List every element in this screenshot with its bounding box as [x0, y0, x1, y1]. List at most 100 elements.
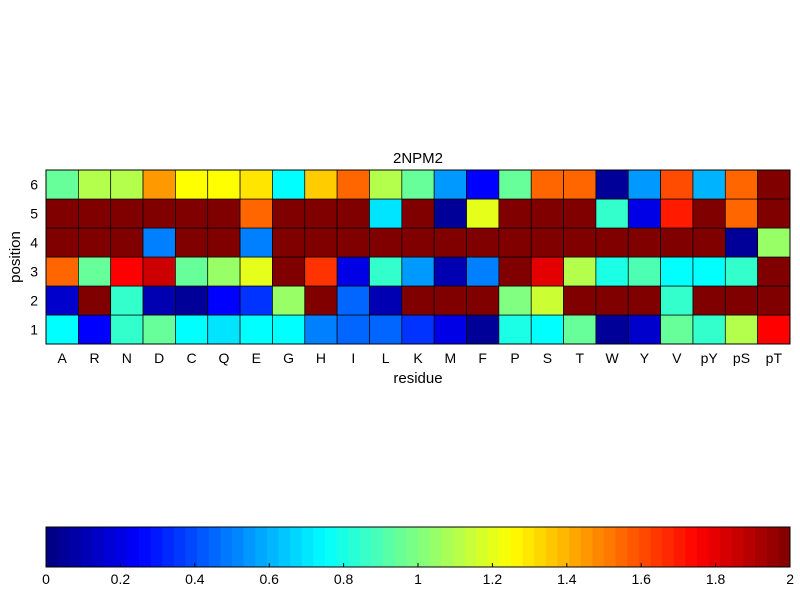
- heatmap-cell: [207, 169, 241, 200]
- heatmap-cell: [336, 314, 370, 345]
- colorbar-strip: [464, 527, 477, 567]
- heatmap-cell: [304, 227, 338, 258]
- heatmap-cell: [563, 227, 597, 258]
- heatmap-cell: [272, 169, 306, 200]
- heatmap-cell: [692, 285, 726, 316]
- heatmap-cell: [692, 227, 726, 258]
- colorbar-strip: [313, 527, 326, 567]
- heatmap-cell: [498, 285, 532, 316]
- colorbar-strip: [243, 527, 256, 567]
- colorbar-strip: [580, 527, 593, 567]
- heatmap-cell: [530, 314, 564, 345]
- colorbar-tick-label: 0.2: [111, 571, 131, 587]
- x-tick-label: pT: [766, 350, 783, 366]
- heatmap-cell: [175, 314, 209, 345]
- colorbar-strip: [127, 527, 140, 567]
- heatmap-cell: [595, 198, 629, 229]
- plot-frame: [45, 169, 791, 345]
- heatmap-cell: [724, 256, 758, 287]
- colorbar-strip: [441, 527, 454, 567]
- colorbar-strip: [197, 527, 210, 567]
- heatmap-cell: [692, 198, 726, 229]
- heatmap-cell: [369, 169, 403, 200]
- heatmap-cell: [272, 314, 306, 345]
- heatmap-cell: [433, 198, 467, 229]
- heatmap-cell: [595, 314, 629, 345]
- colorbar-strip: [743, 527, 756, 567]
- colorbar-strip: [662, 527, 675, 567]
- heatmap-cell: [530, 256, 564, 287]
- heatmap-cell: [692, 256, 726, 287]
- colorbar-strip: [348, 527, 361, 567]
- heatmap-cell: [595, 256, 629, 287]
- x-tick-label: E: [252, 350, 261, 366]
- heatmap-cell: [175, 198, 209, 229]
- heatmap-cell: [369, 227, 403, 258]
- heatmap-cell: [724, 198, 758, 229]
- colorbar-tick-label: 1.4: [557, 571, 577, 587]
- colorbar-strip: [534, 527, 547, 567]
- heatmap-cell: [498, 198, 532, 229]
- heatmap-cell: [563, 198, 597, 229]
- heatmap-cell: [304, 198, 338, 229]
- heatmap-cell: [757, 285, 791, 316]
- heatmap-cell: [401, 256, 435, 287]
- x-tick-label: Q: [218, 350, 229, 366]
- heatmap-cell: [239, 227, 273, 258]
- heatmap-cell: [757, 169, 791, 200]
- colorbar-strip: [487, 527, 500, 567]
- heatmap-cell: [45, 285, 79, 316]
- heatmap-cell: [563, 169, 597, 200]
- heatmap-cell: [724, 285, 758, 316]
- colorbar-strip: [104, 527, 117, 567]
- heatmap-cell: [110, 198, 144, 229]
- heatmap-cell: [142, 169, 176, 200]
- heatmap-cell: [45, 256, 79, 287]
- y-tick-label: 1: [30, 322, 38, 338]
- colorbar-strip: [359, 527, 372, 567]
- x-tick-label: L: [382, 350, 390, 366]
- heatmap-cell: [757, 314, 791, 345]
- y-tick-label: 3: [30, 264, 38, 280]
- colorbar-strip: [301, 527, 314, 567]
- heatmap-cell: [175, 169, 209, 200]
- heatmap-cell: [724, 169, 758, 200]
- heatmap-cell: [77, 285, 112, 316]
- heatmap-cell: [466, 169, 500, 200]
- heatmap-cell: [757, 198, 791, 229]
- colorbar-strip: [150, 527, 163, 567]
- colorbar-strip: [46, 527, 59, 567]
- colorbar-strip: [185, 527, 198, 567]
- colorbar-strip: [290, 527, 303, 567]
- heatmap-cell: [401, 169, 435, 200]
- heatmap-cell: [595, 227, 629, 258]
- heatmap-cell: [660, 169, 694, 200]
- colorbar-strip: [720, 527, 733, 567]
- heatmap-cell: [433, 227, 467, 258]
- heatmap-cell: [142, 285, 176, 316]
- heatmap-cell: [369, 314, 403, 345]
- heatmap-cell: [77, 198, 112, 229]
- heatmap-cell: [239, 314, 273, 345]
- heatmap-cell: [498, 169, 532, 200]
- colorbar-tick-label: 0.4: [185, 571, 205, 587]
- heatmap-cell: [627, 227, 661, 258]
- heatmap-cell: [207, 227, 241, 258]
- colorbar-strip: [69, 527, 82, 567]
- heatmap-cell: [336, 285, 370, 316]
- colorbar-strip: [615, 527, 628, 567]
- heatmap-cell: [77, 314, 112, 345]
- heatmap-cell: [595, 169, 629, 200]
- heatmap-cell: [175, 256, 209, 287]
- heatmap-cell: [175, 227, 209, 258]
- heatmap-cell: [530, 285, 564, 316]
- colorbar-strip: [627, 527, 640, 567]
- colorbar-strip: [394, 527, 407, 567]
- heatmap-cell: [207, 256, 241, 287]
- heatmap-cell: [433, 285, 467, 316]
- heatmap-cell: [724, 227, 758, 258]
- chart-title: 2NPM2: [393, 150, 443, 167]
- colorbar-strip: [697, 527, 710, 567]
- heatmap-cell: [563, 256, 597, 287]
- colorbar-strip: [522, 527, 535, 567]
